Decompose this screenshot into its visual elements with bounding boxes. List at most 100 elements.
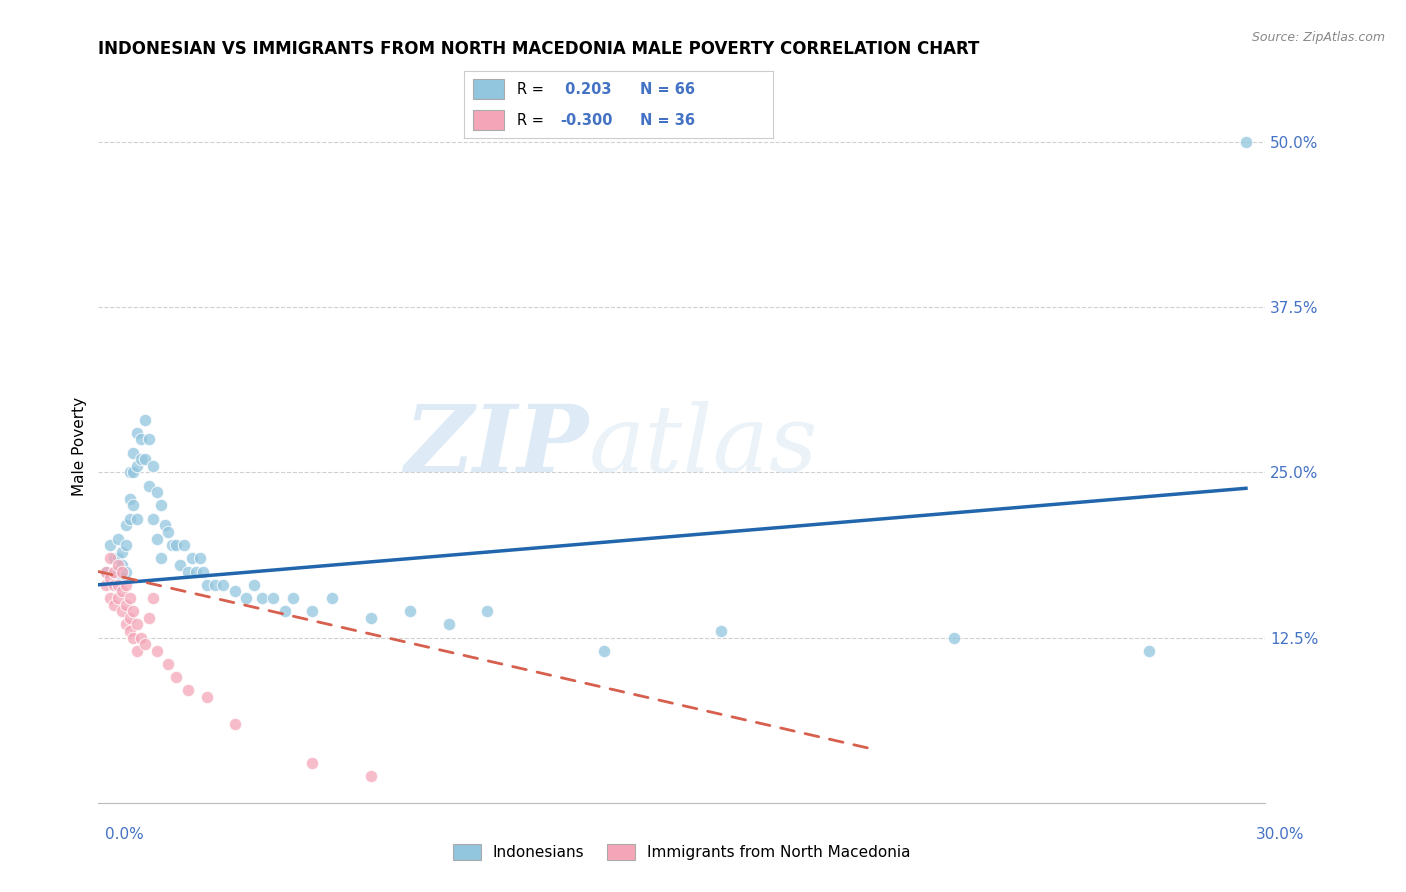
Point: [235, 591, 257, 605]
Point: [98, 538, 121, 552]
Point: [118, 511, 141, 525]
Text: atlas: atlas: [589, 401, 818, 491]
Text: -0.300: -0.300: [560, 112, 613, 128]
Text: 0.203: 0.203: [560, 82, 612, 97]
Point: [149, 499, 172, 513]
Point: [111, 558, 134, 572]
Point: [138, 433, 160, 447]
Point: [98, 591, 121, 605]
Point: [153, 518, 176, 533]
Point: [96, 578, 118, 592]
Point: [1137, 644, 1160, 658]
Point: [122, 445, 145, 459]
Point: [149, 551, 172, 566]
Text: N = 66: N = 66: [640, 82, 696, 97]
Point: [212, 578, 235, 592]
Point: [321, 591, 343, 605]
Point: [114, 598, 136, 612]
Point: [204, 578, 226, 592]
Point: [437, 617, 460, 632]
Point: [134, 637, 156, 651]
Point: [127, 425, 149, 440]
Point: [142, 511, 165, 525]
Point: [142, 591, 165, 605]
Point: [146, 532, 169, 546]
Point: [477, 604, 499, 618]
Point: [138, 611, 160, 625]
Point: [118, 611, 141, 625]
Point: [107, 551, 129, 566]
Point: [122, 631, 145, 645]
Point: [96, 565, 118, 579]
Point: [114, 617, 136, 632]
Point: [127, 458, 149, 473]
Point: [169, 558, 191, 572]
Point: [103, 551, 125, 566]
Point: [103, 565, 125, 579]
Text: Source: ZipAtlas.com: Source: ZipAtlas.com: [1251, 31, 1385, 45]
Point: [224, 584, 246, 599]
Point: [127, 511, 149, 525]
Point: [274, 604, 297, 618]
Point: [165, 538, 187, 552]
Point: [146, 644, 169, 658]
Point: [107, 532, 129, 546]
Point: [165, 670, 187, 684]
Text: N = 36: N = 36: [640, 112, 696, 128]
Point: [118, 624, 141, 638]
Point: [103, 598, 125, 612]
Bar: [474, 79, 505, 99]
Point: [134, 452, 156, 467]
Point: [262, 591, 284, 605]
Text: 0.0%: 0.0%: [105, 827, 145, 841]
Point: [188, 551, 211, 566]
Legend: Indonesians, Immigrants from North Macedonia: Indonesians, Immigrants from North Maced…: [447, 838, 917, 866]
Point: [107, 591, 129, 605]
Point: [142, 458, 165, 473]
Point: [114, 565, 136, 579]
Point: [111, 545, 134, 559]
Point: [134, 412, 156, 426]
Point: [107, 565, 129, 579]
Point: [103, 565, 125, 579]
Point: [122, 604, 145, 618]
Point: [127, 644, 149, 658]
Point: [177, 683, 200, 698]
Point: [138, 478, 160, 492]
Point: [111, 571, 134, 585]
Text: ZIP: ZIP: [405, 401, 589, 491]
Point: [360, 611, 382, 625]
Point: [129, 631, 152, 645]
Bar: [474, 111, 505, 130]
Point: [111, 604, 134, 618]
Point: [157, 524, 180, 539]
Point: [107, 578, 129, 592]
Y-axis label: Male Poverty: Male Poverty: [72, 396, 87, 496]
Point: [195, 578, 218, 592]
Point: [107, 558, 129, 572]
Point: [118, 491, 141, 506]
Text: INDONESIAN VS IMMIGRANTS FROM NORTH MACEDONIA MALE POVERTY CORRELATION CHART: INDONESIAN VS IMMIGRANTS FROM NORTH MACE…: [98, 40, 980, 58]
Point: [195, 690, 218, 704]
Point: [114, 538, 136, 552]
Point: [98, 571, 121, 585]
Point: [114, 578, 136, 592]
Point: [250, 591, 273, 605]
Point: [162, 538, 184, 552]
Text: R =: R =: [516, 112, 548, 128]
Point: [118, 466, 141, 480]
Point: [129, 433, 152, 447]
Point: [184, 565, 207, 579]
Point: [193, 565, 215, 579]
Point: [398, 604, 420, 618]
Point: [177, 565, 200, 579]
Point: [118, 591, 141, 605]
Point: [173, 538, 195, 552]
Point: [224, 716, 246, 731]
Point: [593, 644, 616, 658]
Point: [122, 466, 145, 480]
Point: [180, 551, 202, 566]
Text: R =: R =: [516, 82, 548, 97]
Point: [1234, 135, 1257, 149]
Point: [281, 591, 304, 605]
